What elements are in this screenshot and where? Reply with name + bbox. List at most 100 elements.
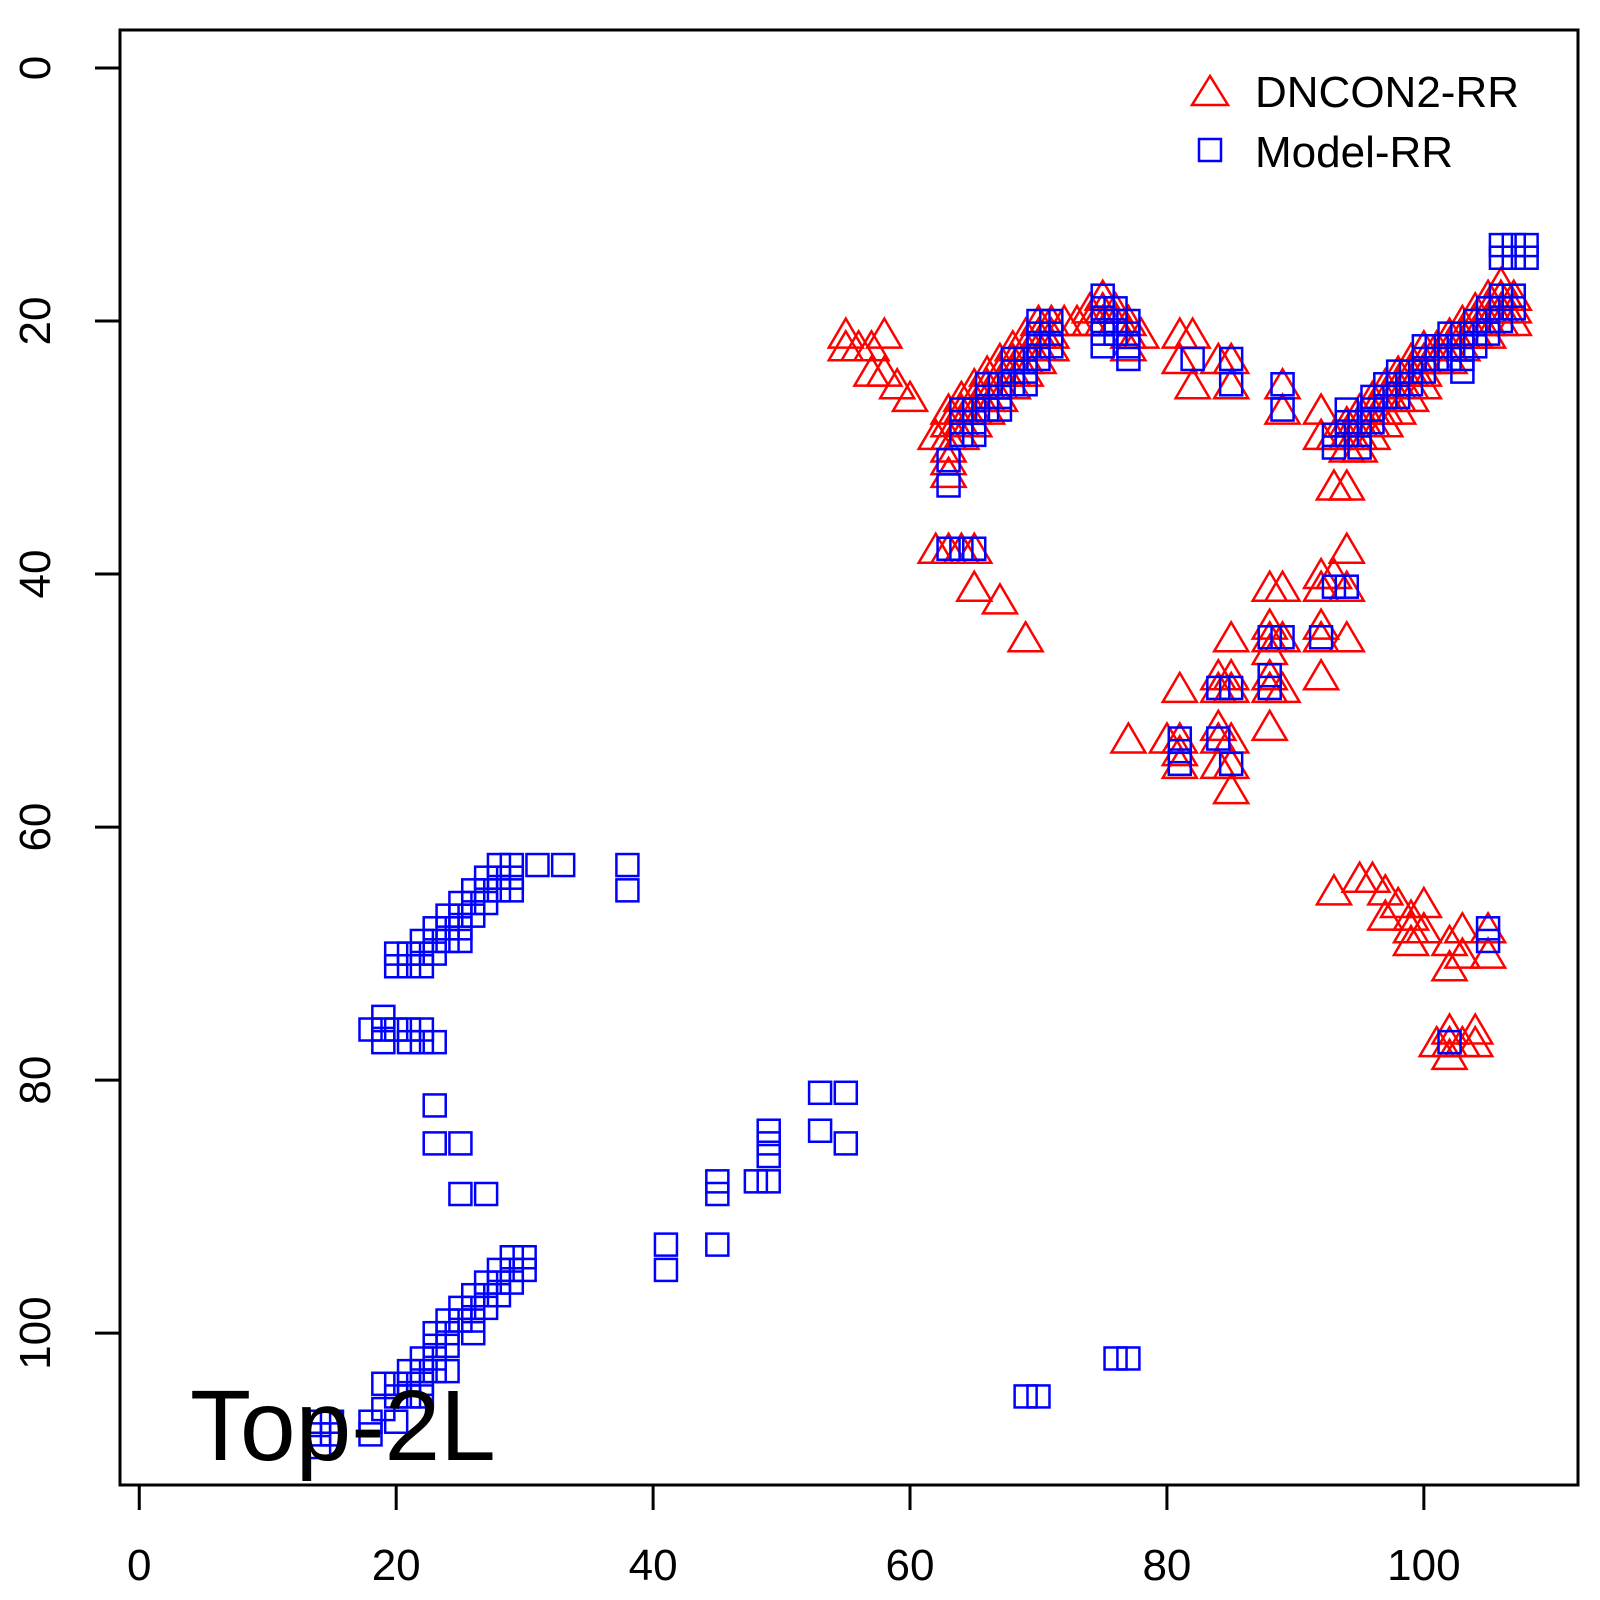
model-rr-point [409, 1029, 435, 1055]
model-rr-point [499, 852, 525, 878]
model-rr-point [1360, 409, 1385, 435]
x-tick-label: 80 [1142, 1541, 1191, 1590]
model-rr-point [435, 1308, 460, 1333]
model-rr-point [358, 1017, 383, 1042]
model-rr-point [1450, 346, 1475, 372]
model-rr-point [1411, 334, 1437, 359]
model-rr-point [1116, 321, 1141, 346]
legend-triangle-marker [1189, 73, 1231, 107]
model-rr-point [1167, 751, 1193, 777]
model-rr-point [319, 1422, 345, 1447]
dncon2-rr-point [1301, 619, 1341, 653]
model-rr-point [1000, 359, 1026, 384]
model-rr-point [435, 903, 460, 928]
model-rr-point [1026, 321, 1051, 346]
y-axis: 0 20 40 60 80 100 [11, 56, 122, 1370]
model-rr-point [486, 1270, 512, 1295]
model-rr-point [409, 954, 435, 979]
dncon2-rr-point [1327, 531, 1366, 564]
dncon2-rr-point [1263, 569, 1302, 602]
model-rr-point [1475, 308, 1501, 334]
model-rr-point [461, 878, 486, 903]
dncon2-rr-point [1250, 657, 1289, 691]
model-rr-point [1488, 296, 1514, 321]
dncon2-rr-point [1250, 569, 1289, 602]
model-rr-point [974, 397, 1000, 422]
dncon2-rr-point [1327, 569, 1366, 602]
plot-marks [306, 232, 1539, 1460]
dncon2-rr-point [852, 328, 891, 362]
dncon2-rr-point [826, 316, 865, 349]
dncon2-rr-point [1391, 898, 1431, 931]
model-rr-point [1334, 397, 1360, 422]
model-rr-point [1450, 359, 1475, 384]
model-rr-point [949, 409, 974, 435]
model-rr-point [1103, 321, 1128, 346]
dncon2-rr-point [1404, 910, 1444, 944]
dncon2-rr-point [1404, 885, 1444, 919]
model-rr-point [1090, 321, 1115, 346]
model-rr-point [1385, 359, 1411, 384]
model-rr-point [435, 928, 460, 954]
top-2l-annotation: Top-2L [190, 1370, 496, 1482]
dncon2-rr-point [1314, 468, 1354, 501]
model-rr-point [383, 1384, 409, 1409]
model-rr-point [1013, 1384, 1038, 1409]
model-rr-point [396, 941, 422, 966]
dncon2-rr-point [1211, 657, 1251, 691]
model-rr-point [1501, 296, 1527, 321]
model-rr-point [1514, 245, 1539, 270]
dncon2-rr-point [1263, 619, 1302, 653]
model-rr-point [1000, 346, 1026, 372]
dncon2-rr-point [1327, 468, 1366, 501]
model-rr-point [1450, 321, 1475, 346]
model-rr-point [705, 1181, 730, 1207]
model-rr-point [1424, 334, 1449, 359]
model-rr-point [461, 890, 486, 916]
x-tick-label: 0 [127, 1541, 151, 1590]
model-rr-point [1321, 422, 1347, 448]
model-rr-point [525, 852, 550, 878]
model-rr-point [1000, 372, 1026, 397]
model-rr-point [383, 1409, 409, 1434]
dncon2-rr-point [1006, 619, 1045, 653]
dncon2-rr-point [1160, 670, 1199, 704]
dncon2-rr-point [1301, 392, 1341, 425]
model-rr-point [371, 1371, 396, 1397]
model-rr-point [974, 384, 1000, 410]
model-rr-point [1437, 334, 1462, 359]
dncon2-rr-point [980, 581, 1020, 615]
model-rr-point [1334, 422, 1360, 448]
model-rr-point [473, 1282, 499, 1308]
model-rr-point [1116, 346, 1141, 372]
model-rr-point [473, 1295, 499, 1321]
model-rr-point [306, 1422, 332, 1447]
dncon2-rr-point [1353, 860, 1392, 893]
model-rr-point [1501, 232, 1527, 258]
model-rr-point [435, 1320, 460, 1346]
model-rr-point [448, 1308, 473, 1333]
model-rr-point [615, 852, 640, 878]
model-rr-point [409, 1346, 435, 1371]
model-rr-point [448, 916, 473, 941]
model-rr-point [396, 1358, 422, 1384]
model-rr-point [371, 1396, 396, 1422]
dncon2-rr-point [1160, 341, 1199, 375]
model-rr-point [448, 890, 473, 916]
model-rr-point [448, 928, 473, 954]
model-rr-point [1501, 283, 1527, 308]
model-rr-point [1398, 359, 1424, 384]
x-tick-label: 60 [886, 1541, 935, 1590]
model-rr-point [1411, 359, 1437, 384]
model-rr-point [1334, 409, 1360, 435]
model-rr-point [1026, 1384, 1051, 1409]
model-rr-point [1090, 308, 1115, 334]
model-rr-point [422, 916, 447, 941]
model-rr-point [1206, 726, 1231, 751]
model-rr-point [1308, 625, 1334, 650]
model-rr-point [422, 1358, 447, 1384]
model-rr-point [1167, 738, 1193, 764]
model-rr-point [1321, 574, 1347, 599]
model-rr-point [961, 409, 987, 435]
model-rr-point [499, 1257, 525, 1283]
